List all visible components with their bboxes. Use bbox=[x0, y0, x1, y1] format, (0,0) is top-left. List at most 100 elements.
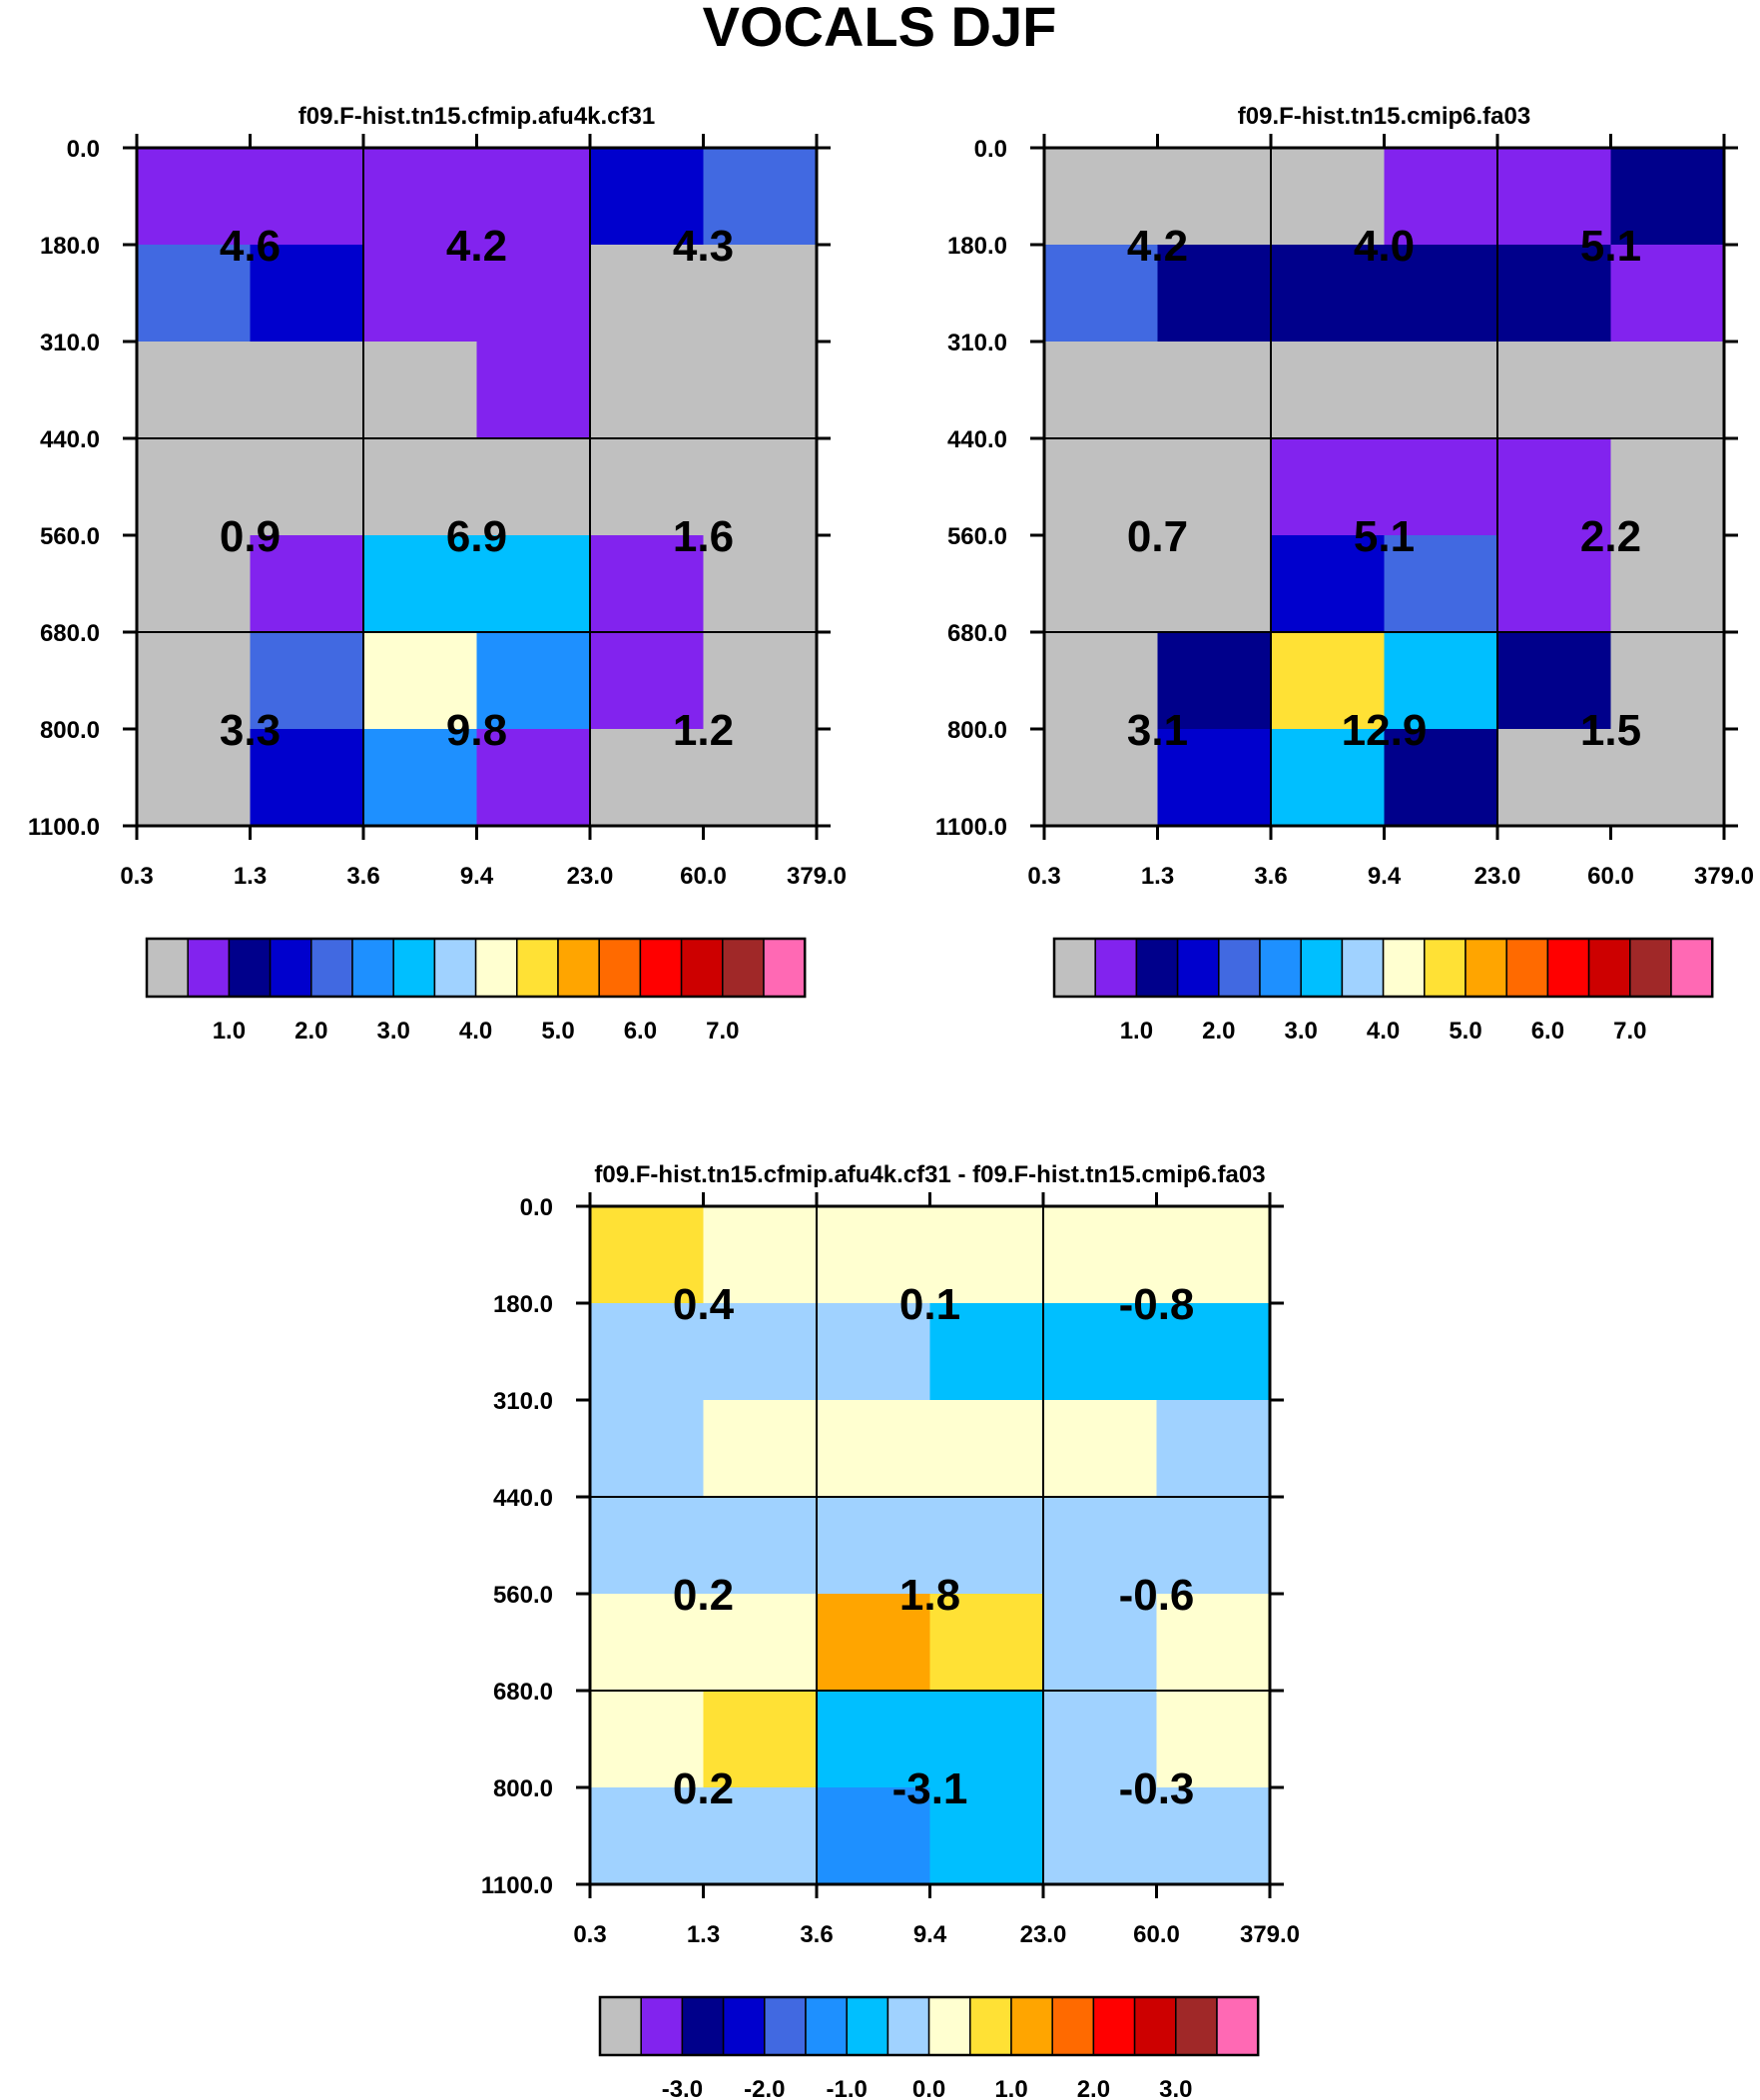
x-tick-label: 3.6 bbox=[800, 1921, 833, 1948]
data-label: 0.2 bbox=[673, 1764, 734, 1813]
colorbar-swatch bbox=[1175, 1996, 1218, 2056]
colorbar-swatch bbox=[1546, 938, 1590, 998]
panel-p1: 4.6 4.2 4.3 0.9 6.9 1.6 3.3 9.8 1.2 0.0 180.0 310.… bbox=[28, 103, 847, 1045]
colorbar-swatch bbox=[722, 938, 765, 998]
data-label: 1.8 bbox=[899, 1571, 960, 1620]
heatmap-cell bbox=[590, 245, 705, 343]
heatmap-cell bbox=[137, 342, 252, 439]
heatmap-cell bbox=[1043, 1594, 1158, 1692]
data-label: 5.1 bbox=[1354, 512, 1415, 561]
colorbar-swatch bbox=[1424, 938, 1467, 998]
heatmap-cell bbox=[137, 245, 252, 343]
y-tick-label: 1100.0 bbox=[28, 814, 100, 841]
heatmap-cell bbox=[703, 148, 818, 246]
heatmap-cell bbox=[363, 535, 478, 633]
heatmap-cell bbox=[1044, 342, 1159, 439]
y-tick-label: 800.0 bbox=[493, 1775, 553, 1802]
panel-p3-title: f09.F-hist.tn15.cfmip.afu4k.cf31 - f09.F… bbox=[594, 1161, 1265, 1188]
heatmap-cell bbox=[703, 438, 818, 536]
colorbar-swatch bbox=[1300, 938, 1344, 998]
colorbar-tick-label: 2.0 bbox=[294, 1018, 327, 1045]
heatmap-cell bbox=[1043, 1497, 1158, 1595]
x-tick-label: 0.3 bbox=[120, 863, 153, 890]
heatmap-cell bbox=[1497, 342, 1612, 439]
heatmap-cell bbox=[137, 729, 252, 827]
colorbar-swatch bbox=[1587, 938, 1631, 998]
heatmap-cell bbox=[703, 1497, 818, 1595]
heatmap-cell bbox=[363, 245, 478, 343]
x-tick-label: 60.0 bbox=[1587, 863, 1634, 890]
colorbar-swatch bbox=[599, 1996, 642, 2056]
colorbar-swatch bbox=[351, 938, 394, 998]
colorbar-swatch bbox=[228, 938, 272, 998]
colorbar-tick-label: 0.0 bbox=[912, 2076, 945, 2100]
heatmap-cell bbox=[476, 342, 591, 439]
colorbar-swatch bbox=[1176, 938, 1220, 998]
colorbar-swatch bbox=[1094, 938, 1138, 998]
heatmap-cell bbox=[1043, 1787, 1158, 1885]
heatmap-cell bbox=[1157, 729, 1272, 827]
data-label: 4.3 bbox=[673, 222, 734, 271]
heatmap-cell bbox=[1043, 1206, 1158, 1304]
heatmap-cell bbox=[817, 1691, 931, 1788]
y-tick-label: 680.0 bbox=[947, 620, 1007, 647]
heatmap-cell bbox=[1044, 148, 1159, 246]
heatmap-cell bbox=[1384, 632, 1498, 730]
colorbar-swatch bbox=[680, 938, 724, 998]
y-tick-label: 440.0 bbox=[493, 1485, 553, 1512]
heatmap-cell bbox=[1157, 632, 1272, 730]
heatmap-cell bbox=[476, 535, 591, 633]
heatmap-cell bbox=[476, 438, 591, 536]
data-label: 0.7 bbox=[1127, 512, 1188, 561]
colorbar-swatch bbox=[1133, 1996, 1177, 2056]
heatmap-cell bbox=[1271, 729, 1386, 827]
y-tick-label: 560.0 bbox=[947, 523, 1007, 550]
y-tick-label: 180.0 bbox=[493, 1291, 553, 1318]
colorbar-swatch bbox=[722, 1996, 766, 2056]
heatmap-cell bbox=[1497, 245, 1612, 343]
heatmap-cell bbox=[817, 1206, 931, 1304]
data-label: 0.1 bbox=[899, 1280, 960, 1329]
heatmap-cell bbox=[817, 1303, 931, 1401]
heatmap-cell bbox=[929, 1691, 1044, 1788]
heatmap-cell bbox=[1156, 1787, 1271, 1885]
heatmap-cell bbox=[1156, 1497, 1271, 1595]
colorbar-tick-label: 1.0 bbox=[1120, 1018, 1153, 1045]
heatmap-cell bbox=[363, 632, 478, 730]
heatmap-cell bbox=[1156, 1594, 1271, 1692]
heatmap-cell bbox=[476, 729, 591, 827]
heatmap-cell bbox=[703, 535, 818, 633]
heatmap-cell bbox=[1156, 1400, 1271, 1498]
colorbar-swatch bbox=[1010, 1996, 1053, 2056]
data-label: 6.9 bbox=[446, 512, 507, 561]
heatmap-cell bbox=[1384, 245, 1498, 343]
data-label: 3.1 bbox=[1127, 706, 1188, 755]
panel-p1-labels: 4.6 4.2 4.3 0.9 6.9 1.6 3.3 9.8 1.2 bbox=[220, 222, 734, 755]
heatmap-cell bbox=[1044, 438, 1159, 536]
x-tick-label: 1.3 bbox=[234, 863, 267, 890]
panel-p1-title: f09.F-hist.tn15.cfmip.afu4k.cf31 bbox=[298, 103, 655, 130]
heatmap-cell bbox=[703, 342, 818, 439]
panel-p3-labels: 0.4 0.1 -0.8 0.2 1.8 -0.6 0.2 -3.1 -0.3 bbox=[673, 1280, 1195, 1813]
heatmap-cell bbox=[590, 1400, 705, 1498]
colorbar-swatch bbox=[474, 938, 518, 998]
colorbar-swatch bbox=[187, 938, 231, 998]
panel-p3-cells bbox=[590, 1206, 1271, 1885]
colorbar-swatch bbox=[640, 1996, 684, 2056]
colorbar-swatch bbox=[1382, 938, 1426, 998]
colorbar-swatch bbox=[639, 938, 683, 998]
heatmap-cell bbox=[476, 245, 591, 343]
heatmap-cell bbox=[1044, 729, 1159, 827]
data-label: 1.6 bbox=[673, 512, 734, 561]
heatmap-cell bbox=[817, 1787, 931, 1885]
y-tick-label: 800.0 bbox=[947, 717, 1007, 744]
x-tick-label: 1.3 bbox=[1141, 863, 1174, 890]
heatmap-cell bbox=[590, 535, 705, 633]
colorbar-swatch bbox=[1465, 938, 1507, 998]
heatmap-cell bbox=[250, 535, 364, 633]
heatmap-cell bbox=[1384, 148, 1498, 246]
y-tick-label: 680.0 bbox=[40, 620, 100, 647]
heatmap-cell bbox=[703, 1303, 818, 1401]
heatmap-cell bbox=[137, 148, 252, 246]
heatmap-cell bbox=[250, 729, 364, 827]
